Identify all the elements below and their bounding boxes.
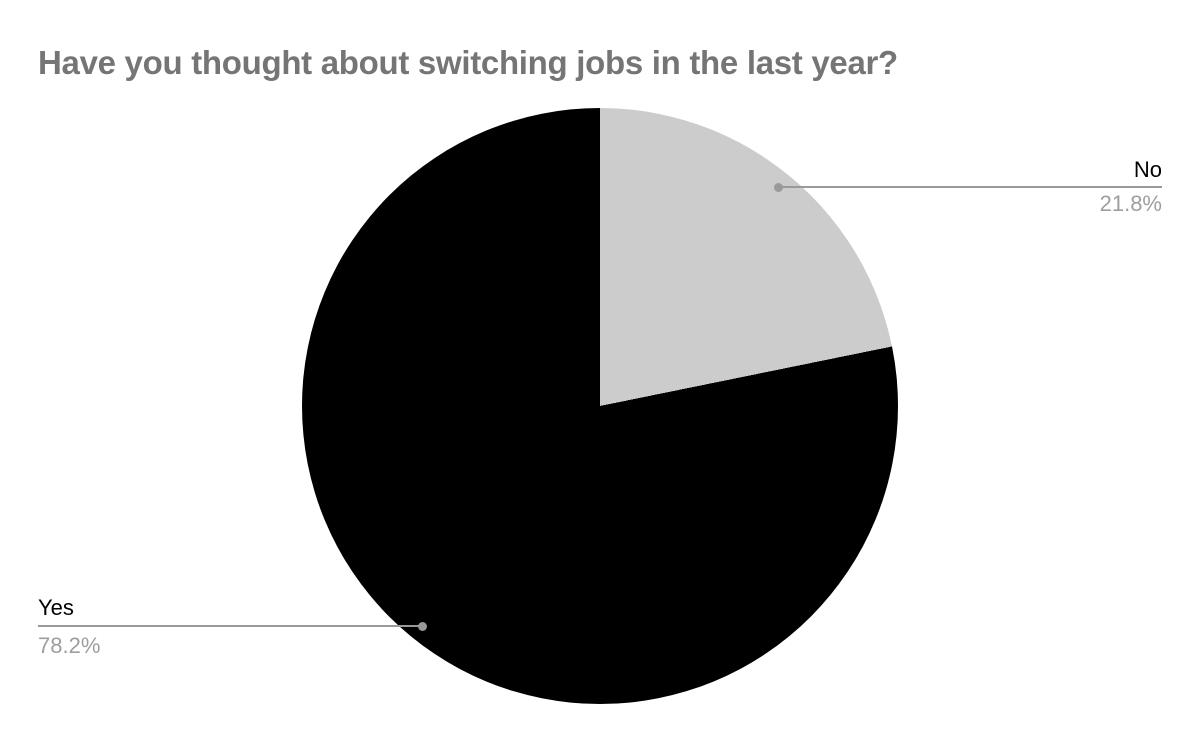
slice-label-yes: Yes	[38, 595, 74, 620]
chart-title: Have you thought about switching jobs in…	[38, 44, 898, 81]
leader-line-no	[773, 182, 1162, 192]
slice-label-no: No	[1133, 157, 1162, 182]
leader-line-yes	[38, 621, 427, 631]
leader-dot-yes	[417, 621, 427, 631]
pie-chart[interactable]	[302, 108, 898, 704]
slice-value-yes: 78.2%	[38, 633, 101, 658]
slice-value-no: 21.8%	[1099, 191, 1162, 216]
leader-dot-no	[773, 182, 783, 192]
